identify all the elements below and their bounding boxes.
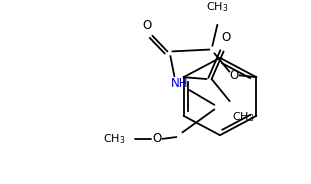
Text: CH$_3$: CH$_3$ [232,110,254,124]
Text: O: O [153,132,162,145]
Text: O: O [230,69,239,82]
Text: NH: NH [171,77,188,90]
Text: CH$_3$: CH$_3$ [206,0,229,14]
Text: CH$_3$: CH$_3$ [103,132,125,146]
Text: O: O [143,19,152,32]
Text: O: O [221,31,230,44]
